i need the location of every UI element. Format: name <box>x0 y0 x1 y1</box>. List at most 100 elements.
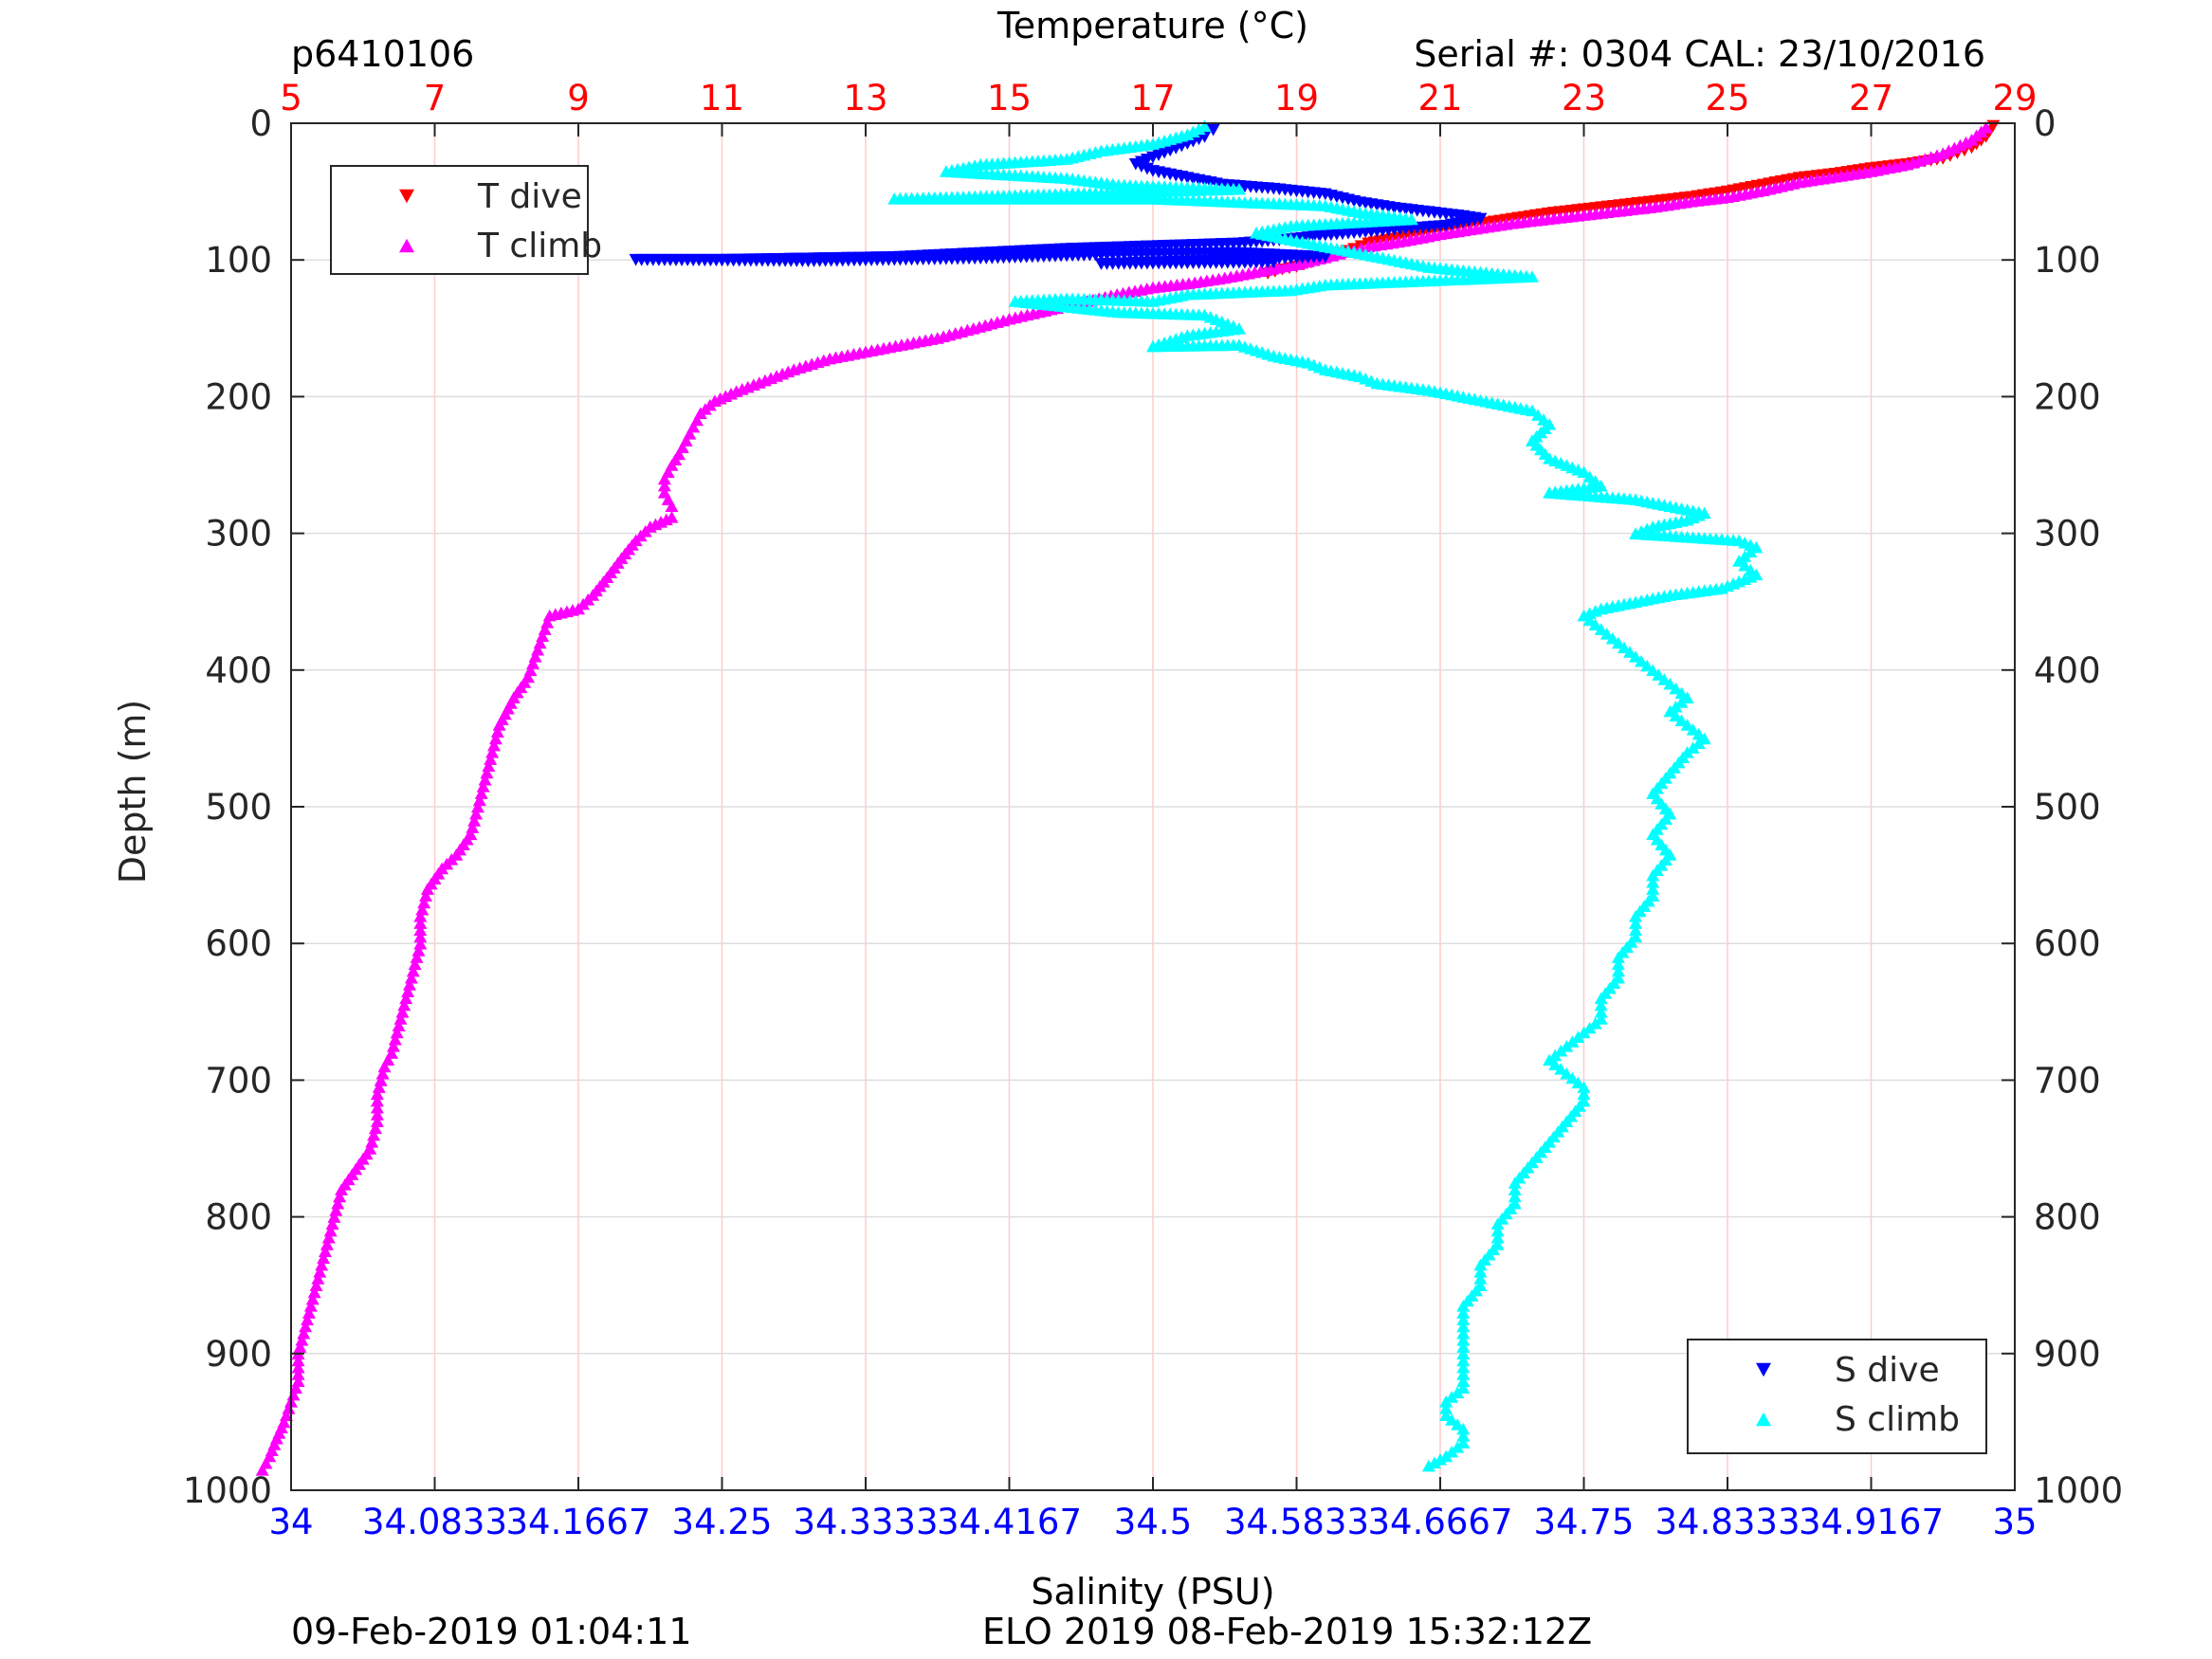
depth-tick-label-right: 300 <box>2034 514 2101 555</box>
data-point <box>370 1101 384 1114</box>
data-point <box>307 1285 321 1299</box>
data-point <box>413 917 428 929</box>
data-point <box>255 1464 269 1476</box>
legend-box <box>330 165 589 275</box>
data-point <box>388 1032 402 1046</box>
data-point <box>1577 1081 1591 1093</box>
temperature-tick-label: 27 <box>1849 78 1893 118</box>
data-point <box>370 1094 384 1107</box>
data-point <box>1508 1190 1522 1203</box>
salinity-tick-label: 34.9167 <box>1799 1502 1944 1542</box>
data-point <box>329 1204 343 1216</box>
data-point <box>303 1300 318 1312</box>
depth-tick-label-right: 100 <box>2034 240 2101 281</box>
data-point <box>1473 1258 1488 1271</box>
data-point <box>1490 1231 1505 1244</box>
data-point <box>1646 876 1660 888</box>
data-point <box>365 1135 379 1148</box>
serial-calibration: Serial #: 0304 CAL: 23/10/2016 <box>1414 33 1985 75</box>
data-point <box>420 883 434 895</box>
profile-id: p6410106 <box>291 33 474 75</box>
data-point <box>1267 256 1281 269</box>
temperature-tick-label: 21 <box>1417 78 1462 118</box>
data-point <box>492 719 506 731</box>
data-point <box>1456 1320 1471 1333</box>
depth-tick-label-left: 600 <box>205 923 272 964</box>
data-point <box>315 1258 329 1271</box>
salinity-tick-label: 34 <box>268 1502 313 1542</box>
data-point <box>295 1334 309 1346</box>
data-point <box>299 1320 313 1333</box>
data-point <box>413 923 428 937</box>
data-point <box>370 1087 384 1101</box>
data-point <box>318 1245 332 1257</box>
data-point <box>1456 1347 1471 1360</box>
data-point <box>482 759 496 773</box>
data-point <box>1629 917 1643 929</box>
temperature-tick-label: 11 <box>700 78 744 118</box>
legend-label: S climb <box>1835 1400 1960 1439</box>
data-point <box>413 937 428 950</box>
data-point <box>478 773 492 786</box>
data-point <box>1456 1306 1471 1319</box>
series-s-climb <box>887 119 1764 1472</box>
data-point <box>1456 1354 1471 1367</box>
temperature-tick-label: 17 <box>1130 78 1175 118</box>
data-point <box>302 1306 316 1319</box>
temperature-tick-label: 25 <box>1705 78 1749 118</box>
data-point <box>484 753 498 765</box>
data-point <box>1508 1183 1522 1196</box>
legend-marker <box>399 238 414 253</box>
data-point <box>1508 1176 1522 1189</box>
data-point <box>1594 1006 1608 1018</box>
depth-tick-label-right: 900 <box>2034 1334 2101 1375</box>
depth-tick-label-right: 400 <box>2034 650 2101 691</box>
data-point <box>411 944 426 957</box>
depth-axis-title: Depth (m) <box>112 700 154 884</box>
salinity-tick-label: 34.5833 <box>1224 1502 1369 1542</box>
data-point <box>408 957 422 971</box>
depth-tick-label-left: 300 <box>205 514 272 555</box>
salinity-tick-label: 34.4167 <box>937 1502 1082 1542</box>
data-point <box>474 787 488 799</box>
data-point <box>1473 1265 1488 1278</box>
depth-tick-label-left: 700 <box>205 1060 272 1101</box>
data-point <box>399 992 413 1005</box>
depth-tick-label-left: 800 <box>205 1197 272 1238</box>
data-point <box>393 1012 408 1025</box>
data-point <box>472 793 486 807</box>
legend-label: T dive <box>477 177 582 216</box>
data-point <box>291 1368 305 1380</box>
data-point <box>1439 1402 1453 1414</box>
data-point <box>486 738 501 752</box>
temperature-tick-label: 7 <box>424 78 447 118</box>
salinity-tick-label: 34.5 <box>1114 1502 1192 1542</box>
data-point <box>470 800 484 813</box>
depth-tick-label-right: 700 <box>2034 1060 2101 1101</box>
depth-tick-label-right: 200 <box>2034 376 2101 417</box>
depth-tick-label-right: 1000 <box>2034 1470 2123 1511</box>
data-point <box>372 1081 386 1093</box>
data-point <box>305 1292 320 1305</box>
depth-tick-label-left: 0 <box>249 103 272 144</box>
depth-tick-label-right: 500 <box>2034 787 2101 828</box>
legend-label: T climb <box>477 227 602 265</box>
depth-tick-label-left: 200 <box>205 376 272 417</box>
temperature-tick-label: 9 <box>567 78 590 118</box>
data-point <box>1206 123 1220 137</box>
data-point <box>488 732 503 745</box>
data-point <box>1456 1326 1471 1340</box>
data-point <box>1473 1272 1488 1285</box>
data-point <box>1490 1224 1505 1237</box>
data-point <box>469 807 484 820</box>
temperature-tick-label: 23 <box>1562 78 1606 118</box>
data-point <box>1456 1368 1471 1380</box>
data-point <box>1646 883 1660 895</box>
salinity-tick-label: 34.1667 <box>505 1502 650 1542</box>
data-point <box>323 1224 338 1237</box>
data-point <box>1594 998 1608 1012</box>
data-point <box>413 930 428 943</box>
data-point <box>1646 868 1660 882</box>
